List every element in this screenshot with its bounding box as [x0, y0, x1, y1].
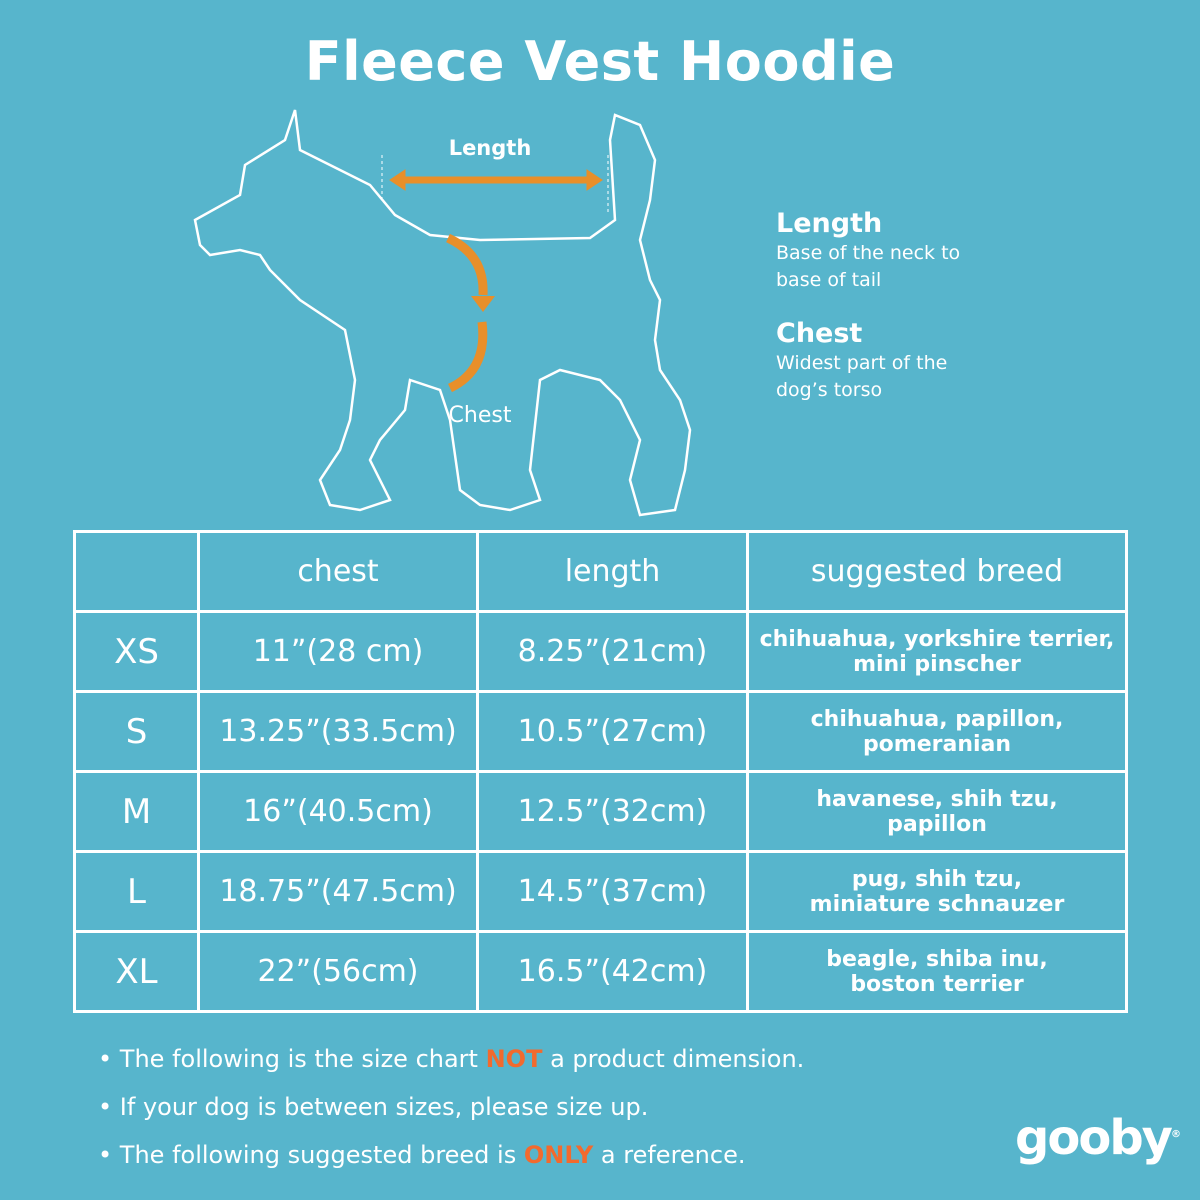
breed-line: pug, shih tzu,	[851, 866, 1023, 892]
cell-length: 16.5”(42cm)	[476, 930, 749, 1013]
cell-length: 10.5”(27cm)	[476, 690, 749, 773]
cell-chest: 11”(28 cm)	[197, 610, 479, 693]
cell-breed: chihuahua, yorkshire terrier, mini pinsch…	[746, 610, 1128, 693]
breed-line: beagle, shiba inu,	[826, 946, 1048, 972]
length-arrow	[389, 169, 603, 191]
table-row: XS 11”(28 cm) 8.25”(21cm) chihuahua, yorksh…	[73, 610, 1128, 693]
page-title: Fleece Vest Hoodie	[304, 30, 896, 93]
breed-line: miniature schnauzer	[809, 891, 1065, 917]
cell-chest: 13.25”(33.5cm)	[197, 690, 479, 773]
cell-size: XS	[73, 610, 200, 693]
note-item: • If your dog is between sizes, please s…	[98, 1093, 649, 1121]
legend-length: Length Base of the neck to base of tail	[776, 208, 976, 294]
cell-length: 12.5”(32cm)	[476, 770, 749, 853]
cell-size: S	[73, 690, 200, 773]
note-item: • The following suggested breed is ONLY …	[98, 1141, 746, 1169]
cell-breed: chihuahua, papillon, pomeranian	[746, 690, 1128, 773]
cell-length: 8.25”(21cm)	[476, 610, 749, 693]
cell-size: XL	[73, 930, 200, 1013]
breed-line: chihuahua, yorkshire terrier,	[759, 626, 1115, 652]
table-row: L 18.75”(47.5cm) 14.5”(37cm) pug, shih tzu,…	[73, 850, 1128, 933]
gooby-logo: gooby®	[1015, 1110, 1181, 1166]
cell-chest: 18.75”(47.5cm)	[197, 850, 479, 933]
length-label: Length	[449, 136, 532, 160]
table-row: S 13.25”(33.5cm) 10.5”(27cm) chihuahua, pap…	[73, 690, 1128, 773]
legend-heading: Length	[776, 208, 883, 239]
note-item: • The following is the size chart NOT a …	[98, 1045, 805, 1073]
breed-line: havanese, shih tzu,	[816, 786, 1058, 812]
chest-label: Chest	[449, 403, 512, 428]
breed-line: boston terrier	[850, 971, 1024, 997]
cell-breed: beagle, shiba inu, boston terrier	[746, 930, 1128, 1013]
legend-heading: Chest	[776, 318, 863, 349]
chest-arrow	[445, 233, 495, 393]
header-chest: chest	[197, 530, 479, 613]
header-breed: suggested breed	[746, 530, 1128, 613]
breed-line: mini pinscher	[853, 651, 1021, 677]
cell-breed: pug, shih tzu, miniature schnauzer	[746, 850, 1128, 933]
legend-text: Base of the neck to base of tail	[776, 242, 961, 291]
cell-length: 14.5”(37cm)	[476, 850, 749, 933]
table-row: XL 22”(56cm) 16.5”(42cm) beagle, shiba inu,…	[73, 930, 1128, 1013]
breed-line: papillon	[887, 811, 987, 837]
breed-line: pomeranian	[862, 731, 1012, 757]
breed-line: chihuahua, papillon,	[810, 706, 1064, 732]
table-header: chest length suggested breed	[73, 530, 1128, 613]
table-row: M 16”(40.5cm) 12.5”(32cm) havanese, shih tz…	[73, 770, 1128, 853]
cell-size: M	[73, 770, 200, 853]
legend-text: Widest part of the dog’s torso	[776, 352, 948, 401]
header-size	[73, 530, 200, 613]
cell-breed: havanese, shih tzu, papillon	[746, 770, 1128, 853]
size-table: chest length suggested breed XS 11”(28 cm…	[73, 530, 1128, 1013]
cell-chest: 16”(40.5cm)	[197, 770, 479, 853]
header-length: length	[476, 530, 749, 613]
legend-chest: Chest Widest part of the dog’s torso	[776, 318, 976, 404]
cell-size: L	[73, 850, 200, 933]
notes-list: • The following is the size chart NOT a …	[98, 1040, 804, 1184]
dog-outline	[193, 109, 692, 517]
cell-chest: 22”(56cm)	[197, 930, 479, 1013]
dog-diagram: Length Chest	[193, 109, 692, 517]
